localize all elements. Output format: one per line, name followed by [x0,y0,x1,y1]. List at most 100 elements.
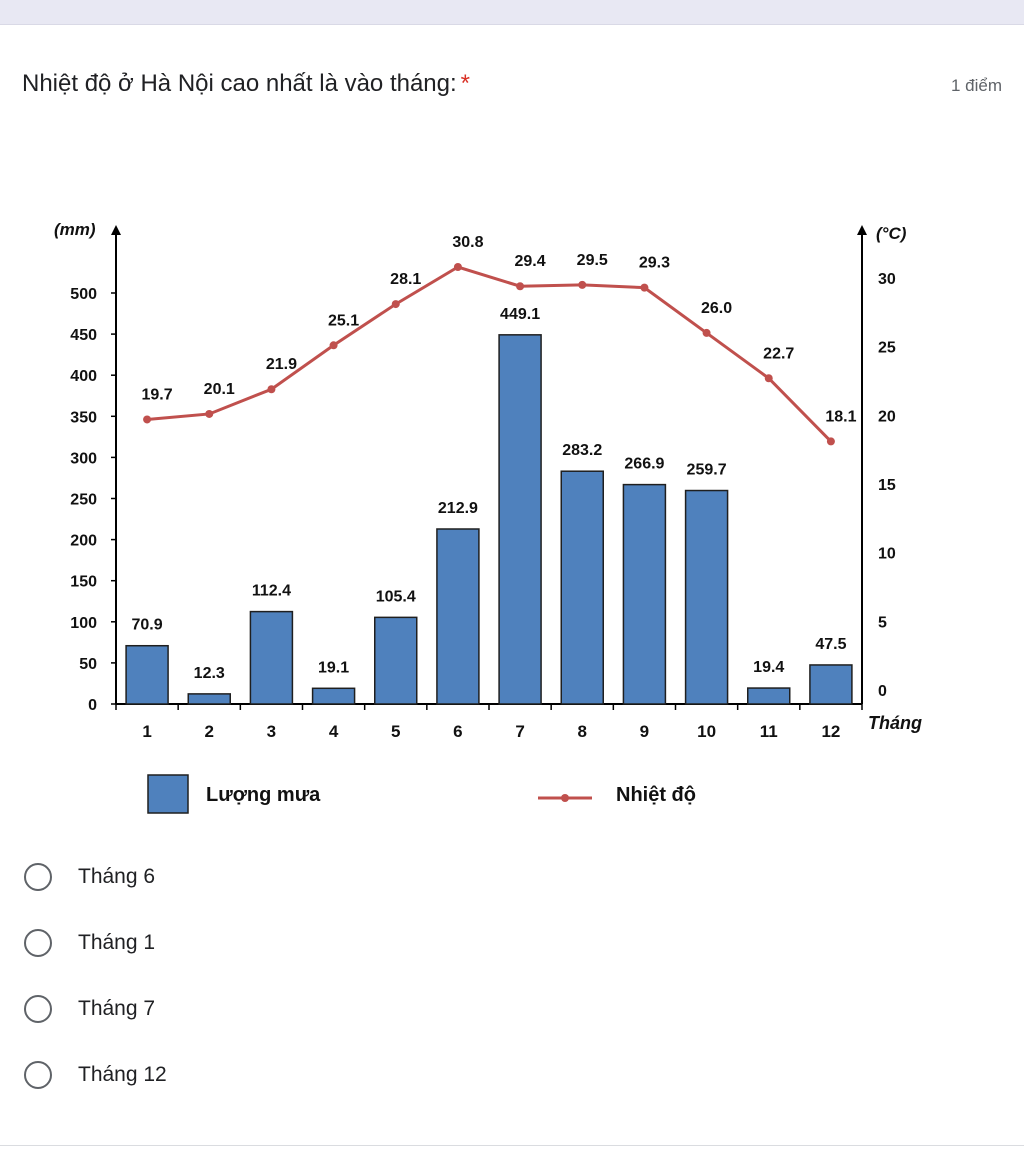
right-tick-label: 15 [878,477,896,494]
legend-swatch-luong-mua [147,774,189,814]
option-label: Tháng 7 [78,997,156,1020]
bar-data-label: 19.4 [753,659,784,676]
top-strip [0,0,1024,25]
legend-label-nhiet-do: Nhiệt độ [616,784,696,806]
line-data-label: 28.1 [390,271,421,288]
line-point-nhiet-do [702,328,711,337]
bar-data-label: 47.5 [815,636,846,653]
left-tick-label: 100 [70,615,97,632]
line-data-label: 22.7 [763,345,794,362]
x-tick-label: 11 [760,722,778,741]
bar-data-label: 12.3 [194,665,225,682]
line-point-nhiet-do [578,280,587,289]
bar-luong-mua [809,664,853,705]
legend-label-luong-mua: Lượng mưa [206,784,321,806]
line-data-label: 21.9 [266,356,297,373]
option-label: Tháng 12 [78,1063,167,1086]
right-tick-label: 0 [878,683,887,700]
line-data-label: 29.4 [515,253,546,270]
line-point-nhiet-do [516,282,525,291]
x-tick-label: 12 [821,722,840,741]
x-tick-label: 1 [142,722,151,741]
left-tick-label: 450 [70,327,97,344]
radio-button[interactable] [24,929,52,957]
line-nhiet-do [146,265,832,443]
question-text: Nhiệt độ ở Hà Nội cao nhất là vào tháng: [22,70,457,97]
line-point-nhiet-do [329,341,338,350]
radio-button[interactable] [24,1061,52,1089]
line-data-label: 19.7 [142,386,173,403]
bar-data-label: 70.9 [132,617,163,634]
bar-data-label: 112.4 [252,583,291,600]
option-thang-7[interactable]: Tháng 7 [22,984,167,1034]
line-point-nhiet-do [640,283,649,292]
bar-luong-mua [622,483,667,705]
line-data-label: 29.3 [639,255,670,272]
bar-luong-mua [187,693,231,705]
left-axis-arrow [111,225,121,235]
required-asterisk: * [460,70,471,97]
option-thang-12[interactable]: Tháng 12 [22,1050,167,1100]
right-tick-label: 20 [878,408,896,425]
line-data-label: 20.1 [204,381,235,398]
x-tick-label: 6 [453,722,462,741]
left-tick-label: 150 [70,574,97,591]
option-label: Tháng 1 [78,931,156,954]
bottom-divider [0,1145,1024,1146]
question-title: Nhiệt độ ở Hà Nội cao nhất là vào tháng:… [22,70,470,98]
left-tick-label: 250 [70,492,97,509]
bar-data-label: 259.7 [687,462,727,479]
bar-luong-mua [684,489,729,705]
right-tick-label: 25 [878,340,896,357]
left-axis-label: (mm) [54,220,96,239]
line-point-nhiet-do [391,300,400,309]
climate-chart: (mm) (°C)Tháng050100150200250300350400450… [54,220,922,814]
bar-luong-mua [249,610,294,705]
option-thang-1[interactable]: Tháng 1 [22,918,167,968]
right-tick-label: 30 [878,271,896,288]
left-tick-label: 300 [70,450,97,467]
line-data-label: 18.1 [825,408,856,425]
left-tick-label: 0 [88,697,97,714]
radio-button[interactable] [24,995,52,1023]
line-data-label: 25.1 [328,312,359,329]
bar-luong-mua [125,644,169,705]
x-tick-label: 5 [391,722,400,741]
x-tick-label: 4 [329,722,339,741]
left-tick-label: 500 [70,286,97,303]
bar-luong-mua [747,687,791,705]
bar-data-label: 105.4 [376,588,416,605]
x-tick-label: 8 [578,722,587,741]
bar-data-label: 212.9 [438,500,478,517]
x-tick-label: 7 [515,722,524,741]
x-tick-label: 10 [697,722,716,741]
line-point-nhiet-do [143,415,152,424]
points-label: 1 điểm [950,76,1002,95]
line-data-label: 29.5 [577,252,608,269]
radio-button[interactable] [24,863,52,891]
left-tick-label: 50 [79,656,97,673]
x-tick-label: 3 [267,722,276,741]
answer-options: Tháng 6 Tháng 1 Tháng 7 Tháng 12 [22,852,167,1116]
x-axis-label: Tháng [868,713,922,733]
left-tick-label: 200 [70,533,97,550]
bar-luong-mua [311,687,356,705]
right-tick-label: 5 [878,614,887,631]
line-data-label: 26.0 [701,300,732,317]
line-point-nhiet-do [205,409,214,418]
bar-data-label: 19.1 [318,659,349,676]
bar-luong-mua [374,616,418,705]
line-point-nhiet-do [267,385,276,394]
option-label: Tháng 6 [78,865,156,888]
option-thang-6[interactable]: Tháng 6 [22,852,167,902]
x-tick-label: 2 [205,722,214,741]
legend-marker-nhiet-do [561,794,569,802]
right-axis-arrow [857,225,867,235]
line-point-nhiet-do [826,437,835,446]
line-point-nhiet-do [764,374,773,383]
bar-luong-mua [560,470,604,705]
bar-luong-mua [436,528,480,705]
right-axis-label: (°C) [876,224,907,243]
x-tick-label: 9 [640,722,649,741]
bar-data-label: 449.1 [500,306,540,323]
